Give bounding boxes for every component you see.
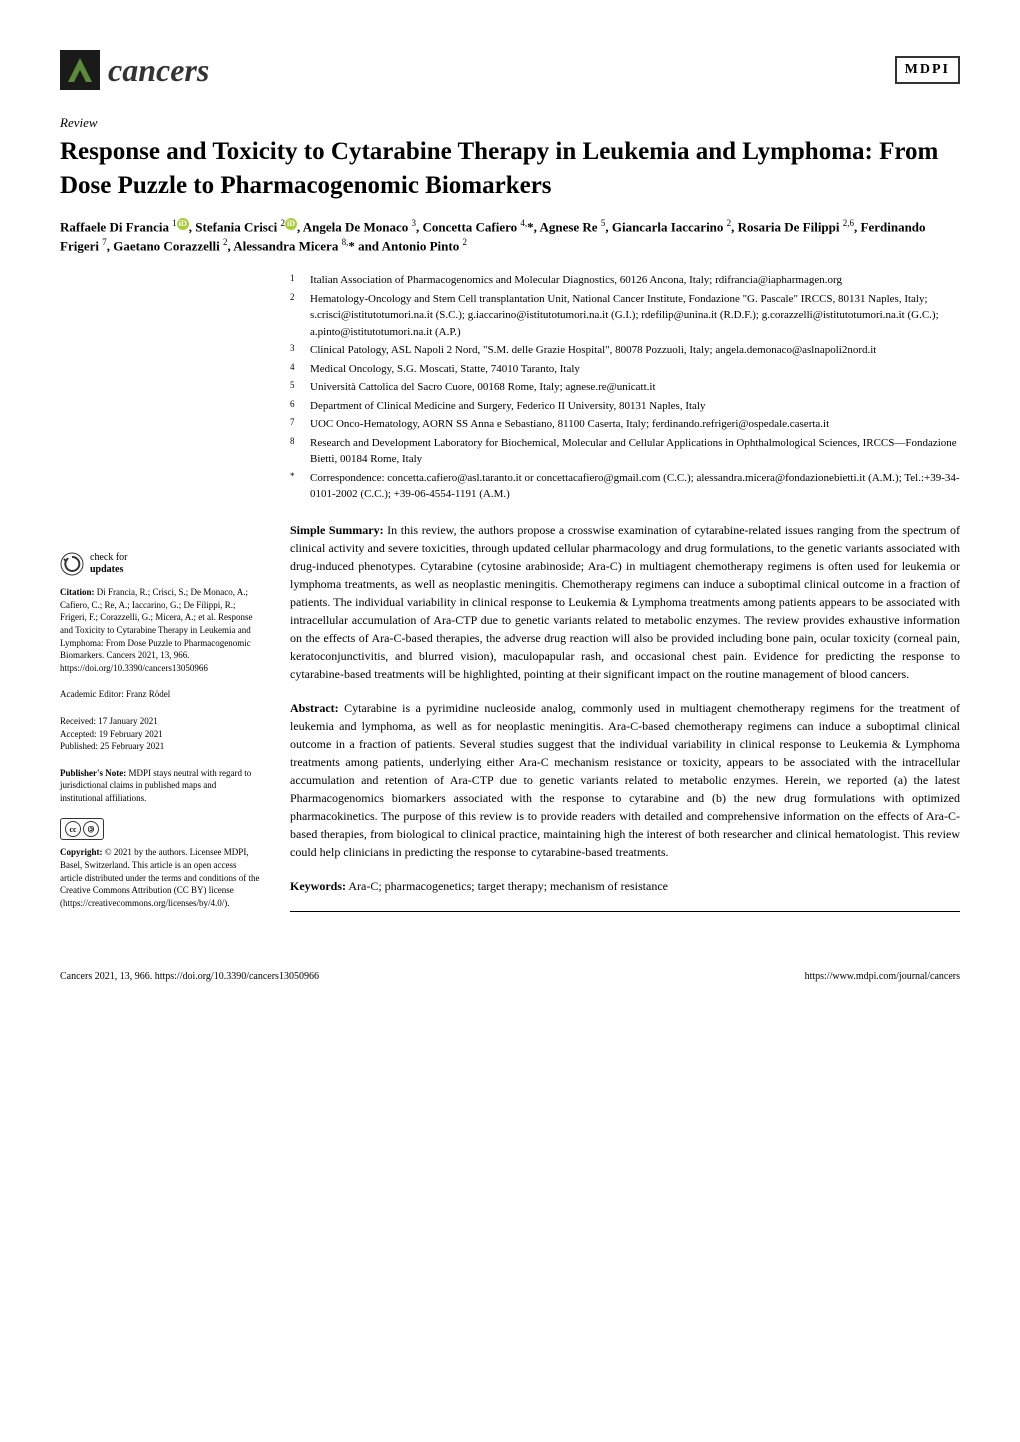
main-layout: check forupdates Citation: Di Francia, R…	[60, 272, 960, 923]
affiliation-number: 5	[290, 379, 302, 396]
article-title: Response and Toxicity to Cytarabine Ther…	[60, 135, 960, 203]
footer-right: https://www.mdpi.com/journal/cancers	[805, 971, 960, 982]
affiliation-row: 5 Università Cattolica del Sacro Cuore, 0…	[290, 379, 960, 396]
cc-icon: cc	[65, 821, 81, 837]
affiliation-number: 6	[290, 398, 302, 415]
keywords: Keywords: Ara-C; pharmacogenetics; targe…	[290, 877, 960, 895]
affiliation-text: Department of Clinical Medicine and Surg…	[310, 398, 960, 415]
simple-summary-text: In this review, the authors propose a cr…	[290, 523, 960, 681]
simple-summary-label: Simple Summary:	[290, 523, 384, 537]
cc-license-badge: cc 🄯	[60, 818, 104, 840]
affiliations-list: 1 Italian Association of Pharmacogenomics…	[290, 272, 960, 503]
publisher-note: Publisher's Note: MDPI stays neutral wit…	[60, 767, 260, 805]
affiliation-row: 6 Department of Clinical Medicine and Sur…	[290, 398, 960, 415]
affiliation-number: 8	[290, 435, 302, 468]
citation-text: Di Francia, R.; Crisci, S.; De Monaco, A…	[60, 587, 253, 673]
affiliation-text: UOC Onco-Hematology, AORN SS Anna e Seba…	[310, 416, 960, 433]
copyright-label: Copyright:	[60, 847, 103, 857]
citation-block: Citation: Di Francia, R.; Crisci, S.; De…	[60, 586, 260, 674]
page-header: cancers MDPI	[60, 50, 960, 90]
sidebar: check forupdates Citation: Di Francia, R…	[60, 272, 260, 923]
published-date: Published: 25 February 2021	[60, 740, 260, 753]
editor-name: Franz Rödel	[126, 689, 170, 699]
citation-label: Citation:	[60, 587, 95, 597]
by-icon: 🄯	[83, 821, 99, 837]
keywords-text: Ara-C; pharmacogenetics; target therapy;…	[346, 879, 668, 893]
editor-label: Academic Editor:	[60, 689, 126, 699]
divider	[290, 911, 960, 912]
affiliation-text: Università Cattolica del Sacro Cuore, 00…	[310, 379, 960, 396]
check-updates-icon	[60, 552, 84, 576]
affiliation-row: 4 Medical Oncology, S.G. Moscati, Statte,…	[290, 361, 960, 378]
abstract-label: Abstract:	[290, 701, 339, 715]
footer-left: Cancers 2021, 13, 966. https://doi.org/1…	[60, 971, 319, 982]
author-list: Raffaele Di Francia 1iD, Stefania Crisci…	[60, 217, 960, 257]
copyright-block: Copyright: © 2021 by the authors. Licens…	[60, 846, 260, 909]
page-footer: Cancers 2021, 13, 966. https://doi.org/1…	[60, 963, 960, 982]
affiliation-text: Correspondence: concetta.cafiero@asl.tar…	[310, 470, 960, 503]
journal-name: cancers	[108, 52, 209, 89]
article-type: Review	[60, 115, 960, 131]
abstract: Abstract: Cytarabine is a pyrimidine nuc…	[290, 699, 960, 861]
abstract-text: Cytarabine is a pyrimidine nucleoside an…	[290, 701, 960, 859]
affiliation-row: 8Research and Development Laboratory for…	[290, 435, 960, 468]
affiliation-number: *	[290, 470, 302, 503]
affiliation-number: 4	[290, 361, 302, 378]
affiliation-text: Clinical Patology, ASL Napoli 2 Nord, "S…	[310, 342, 960, 359]
affiliation-row: *Correspondence: concetta.cafiero@asl.ta…	[290, 470, 960, 503]
affiliation-row: 1 Italian Association of Pharmacogenomics…	[290, 272, 960, 289]
check-updates-badge[interactable]: check forupdates	[60, 552, 260, 576]
affiliation-number: 7	[290, 416, 302, 433]
affiliation-number: 1	[290, 272, 302, 289]
publisher-logo: MDPI	[895, 56, 960, 84]
affiliation-text: Medical Oncology, S.G. Moscati, Statte, …	[310, 361, 960, 378]
main-content: 1 Italian Association of Pharmacogenomics…	[290, 272, 960, 923]
affiliation-row: 7 UOC Onco-Hematology, AORN SS Anna e Seb…	[290, 416, 960, 433]
received-date: Received: 17 January 2021	[60, 715, 260, 728]
cancers-icon	[60, 50, 100, 90]
affiliation-text: Hematology-Oncology and Stem Cell transp…	[310, 291, 960, 341]
affiliation-row: 3 Clinical Patology, ASL Napoli 2 Nord, "…	[290, 342, 960, 359]
note-label: Publisher's Note:	[60, 768, 126, 778]
journal-logo: cancers	[60, 50, 209, 90]
affiliation-number: 3	[290, 342, 302, 359]
accepted-date: Accepted: 19 February 2021	[60, 728, 260, 741]
check-updates-text: check forupdates	[90, 552, 127, 576]
simple-summary: Simple Summary: In this review, the auth…	[290, 521, 960, 683]
affiliation-text: Italian Association of Pharmacogenomics …	[310, 272, 960, 289]
affiliation-number: 2	[290, 291, 302, 341]
affiliation-row: 2Hematology-Oncology and Stem Cell trans…	[290, 291, 960, 341]
dates-block: Received: 17 January 2021 Accepted: 19 F…	[60, 715, 260, 753]
keywords-label: Keywords:	[290, 879, 346, 893]
affiliation-text: Research and Development Laboratory for …	[310, 435, 960, 468]
editor-block: Academic Editor: Franz Rödel	[60, 688, 260, 701]
